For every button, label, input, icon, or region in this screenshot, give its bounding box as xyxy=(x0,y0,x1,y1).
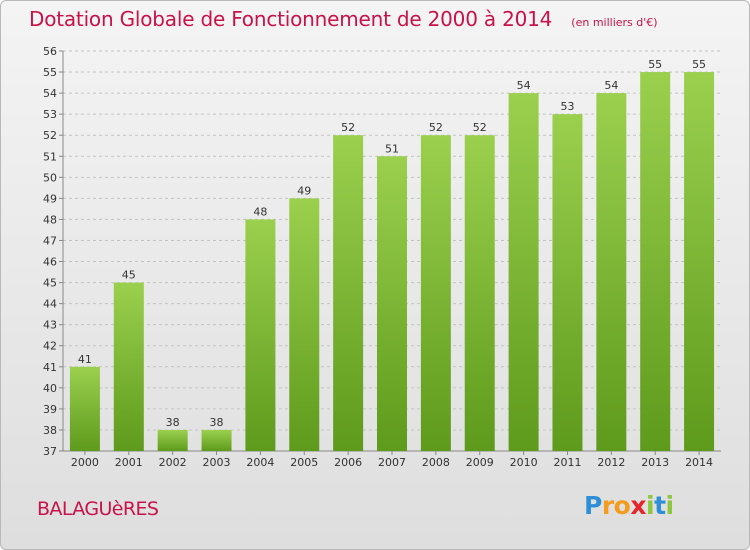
bar xyxy=(333,135,364,452)
y-tick-label: 53 xyxy=(43,108,57,121)
bar xyxy=(640,72,671,451)
bar xyxy=(245,219,276,451)
y-tick-label: 45 xyxy=(43,277,57,290)
data-label: 38 xyxy=(166,416,180,429)
data-label: 54 xyxy=(604,79,618,92)
data-label: 52 xyxy=(341,121,355,134)
bar xyxy=(69,366,100,451)
y-tick-label: 41 xyxy=(43,361,57,374)
bar xyxy=(552,114,583,451)
bar xyxy=(113,282,144,451)
x-tick-label: 2007 xyxy=(378,456,406,469)
data-label: 51 xyxy=(385,142,399,155)
bar xyxy=(464,135,495,452)
bar xyxy=(684,72,715,451)
x-tick-label: 2013 xyxy=(641,456,669,469)
x-tick-label: 2012 xyxy=(597,456,625,469)
logo-letter: x xyxy=(630,491,646,520)
logo-letter: r xyxy=(601,491,614,520)
logo-letter: i xyxy=(665,491,675,520)
x-tick-label: 2008 xyxy=(422,456,450,469)
y-tick-label: 56 xyxy=(43,45,57,58)
logo-letter: o xyxy=(613,491,631,520)
y-tick-label: 55 xyxy=(43,66,57,79)
logo-letter: t xyxy=(654,491,666,520)
data-label: 52 xyxy=(429,121,443,134)
y-tick-label: 43 xyxy=(43,319,57,332)
x-tick-label: 2010 xyxy=(510,456,538,469)
y-tick-label: 46 xyxy=(43,256,57,269)
logo-letter: P xyxy=(584,491,602,520)
x-tick-label: 2011 xyxy=(553,456,581,469)
bar xyxy=(289,198,320,451)
x-tick-label: 2000 xyxy=(71,456,99,469)
y-tick-label: 47 xyxy=(43,234,57,247)
logo-letter: i xyxy=(646,491,655,520)
y-tick-label: 48 xyxy=(43,213,57,226)
bar xyxy=(420,135,451,452)
bar xyxy=(201,429,232,451)
y-tick-label: 50 xyxy=(43,171,57,184)
bar xyxy=(157,429,188,451)
x-tick-label: 2002 xyxy=(159,456,187,469)
title-row: Dotation Globale de Fonctionnement de 20… xyxy=(29,7,658,31)
data-label: 48 xyxy=(253,205,267,218)
bar xyxy=(508,93,539,452)
place-name: BALAGUèRES xyxy=(37,498,159,520)
y-tick-label: 49 xyxy=(43,192,57,205)
bar xyxy=(596,93,627,452)
y-tick-label: 42 xyxy=(43,340,57,353)
chart-title: Dotation Globale de Fonctionnement de 20… xyxy=(29,7,553,31)
x-tick-label: 2006 xyxy=(334,456,362,469)
data-label: 49 xyxy=(297,184,311,197)
y-tick-label: 52 xyxy=(43,129,57,142)
data-labels: 41 45 38 38 48 49 52 51 52 52 54 53 54 55 55 xyxy=(78,58,706,429)
data-label: 41 xyxy=(78,353,92,366)
chart-subtitle: (en milliers d'€) xyxy=(571,16,658,29)
x-tick-label: 2001 xyxy=(115,456,143,469)
x-tick-label: 2009 xyxy=(466,456,494,469)
data-label: 53 xyxy=(560,100,574,113)
x-tick-label: 2003 xyxy=(203,456,231,469)
data-label: 52 xyxy=(473,121,487,134)
y-tick-label: 54 xyxy=(43,87,57,100)
x-tick-label: 2005 xyxy=(290,456,318,469)
bars xyxy=(69,72,715,452)
data-label: 54 xyxy=(517,79,531,92)
y-tick-label: 51 xyxy=(43,150,57,163)
y-tick-label: 44 xyxy=(43,298,57,311)
x-tick-label: 2004 xyxy=(246,456,274,469)
data-label: 55 xyxy=(692,58,706,71)
proxiti-logo[interactable]: Proxiti xyxy=(584,491,674,520)
data-label: 55 xyxy=(648,58,662,71)
data-label: 45 xyxy=(122,269,136,282)
y-tick-label: 39 xyxy=(43,403,57,416)
y-tick-label: 37 xyxy=(43,445,57,458)
y-tick-label: 38 xyxy=(43,424,57,437)
data-label: 38 xyxy=(210,416,224,429)
bar xyxy=(377,156,407,451)
x-tick-label: 2014 xyxy=(685,456,713,469)
y-tick-label: 40 xyxy=(43,382,57,395)
